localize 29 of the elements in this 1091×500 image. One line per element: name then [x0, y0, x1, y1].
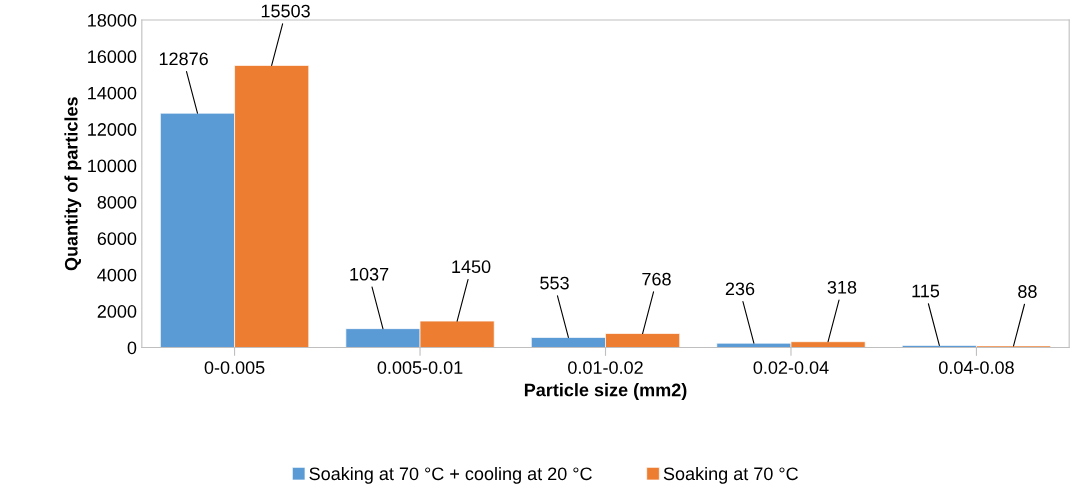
y-tick-label: 16000 [88, 50, 137, 64]
y-tick-label: 4000 [97, 268, 137, 282]
y-tick-label: 8000 [97, 195, 137, 209]
y-tick-label: 0 [127, 341, 137, 355]
x-axis-title: Particle size (mm2) [524, 383, 687, 400]
data-label: 88 [1018, 285, 1037, 298]
legend-label: Soaking at 70 °C + cooling at 20 °C [309, 466, 592, 484]
x-tick-label: 0.04-0.08 [939, 361, 1014, 374]
y-tick-label: 18000 [88, 13, 137, 27]
y-tick-label: 2000 [97, 305, 137, 318]
x-tick-label: 0.02-0.04 [753, 361, 829, 374]
data-label: 115 [912, 284, 940, 298]
data-label: 1037 [350, 267, 389, 281]
data-label: 553 [540, 276, 569, 290]
y-tick-label: 12000 [88, 123, 137, 136]
y-tick-label: 14000 [88, 86, 137, 100]
data-label: 15503 [261, 4, 310, 18]
y-tick-label: 6000 [97, 232, 137, 246]
data-label: 236 [725, 282, 755, 296]
y-axis-title: Quantity of particles [64, 97, 82, 271]
data-label: 768 [642, 272, 671, 286]
data-label: 1450 [452, 260, 491, 274]
legend-label: Soaking at 70 °C [663, 466, 798, 484]
y-tick-label: 10000 [88, 159, 137, 173]
data-label: 318 [827, 280, 857, 294]
x-tick-label: 0.005-0.01 [377, 361, 463, 374]
x-tick-label: 0-0.005 [204, 361, 265, 374]
x-tick-label: 0.01-0.02 [568, 361, 643, 374]
data-label: 12876 [159, 52, 208, 66]
